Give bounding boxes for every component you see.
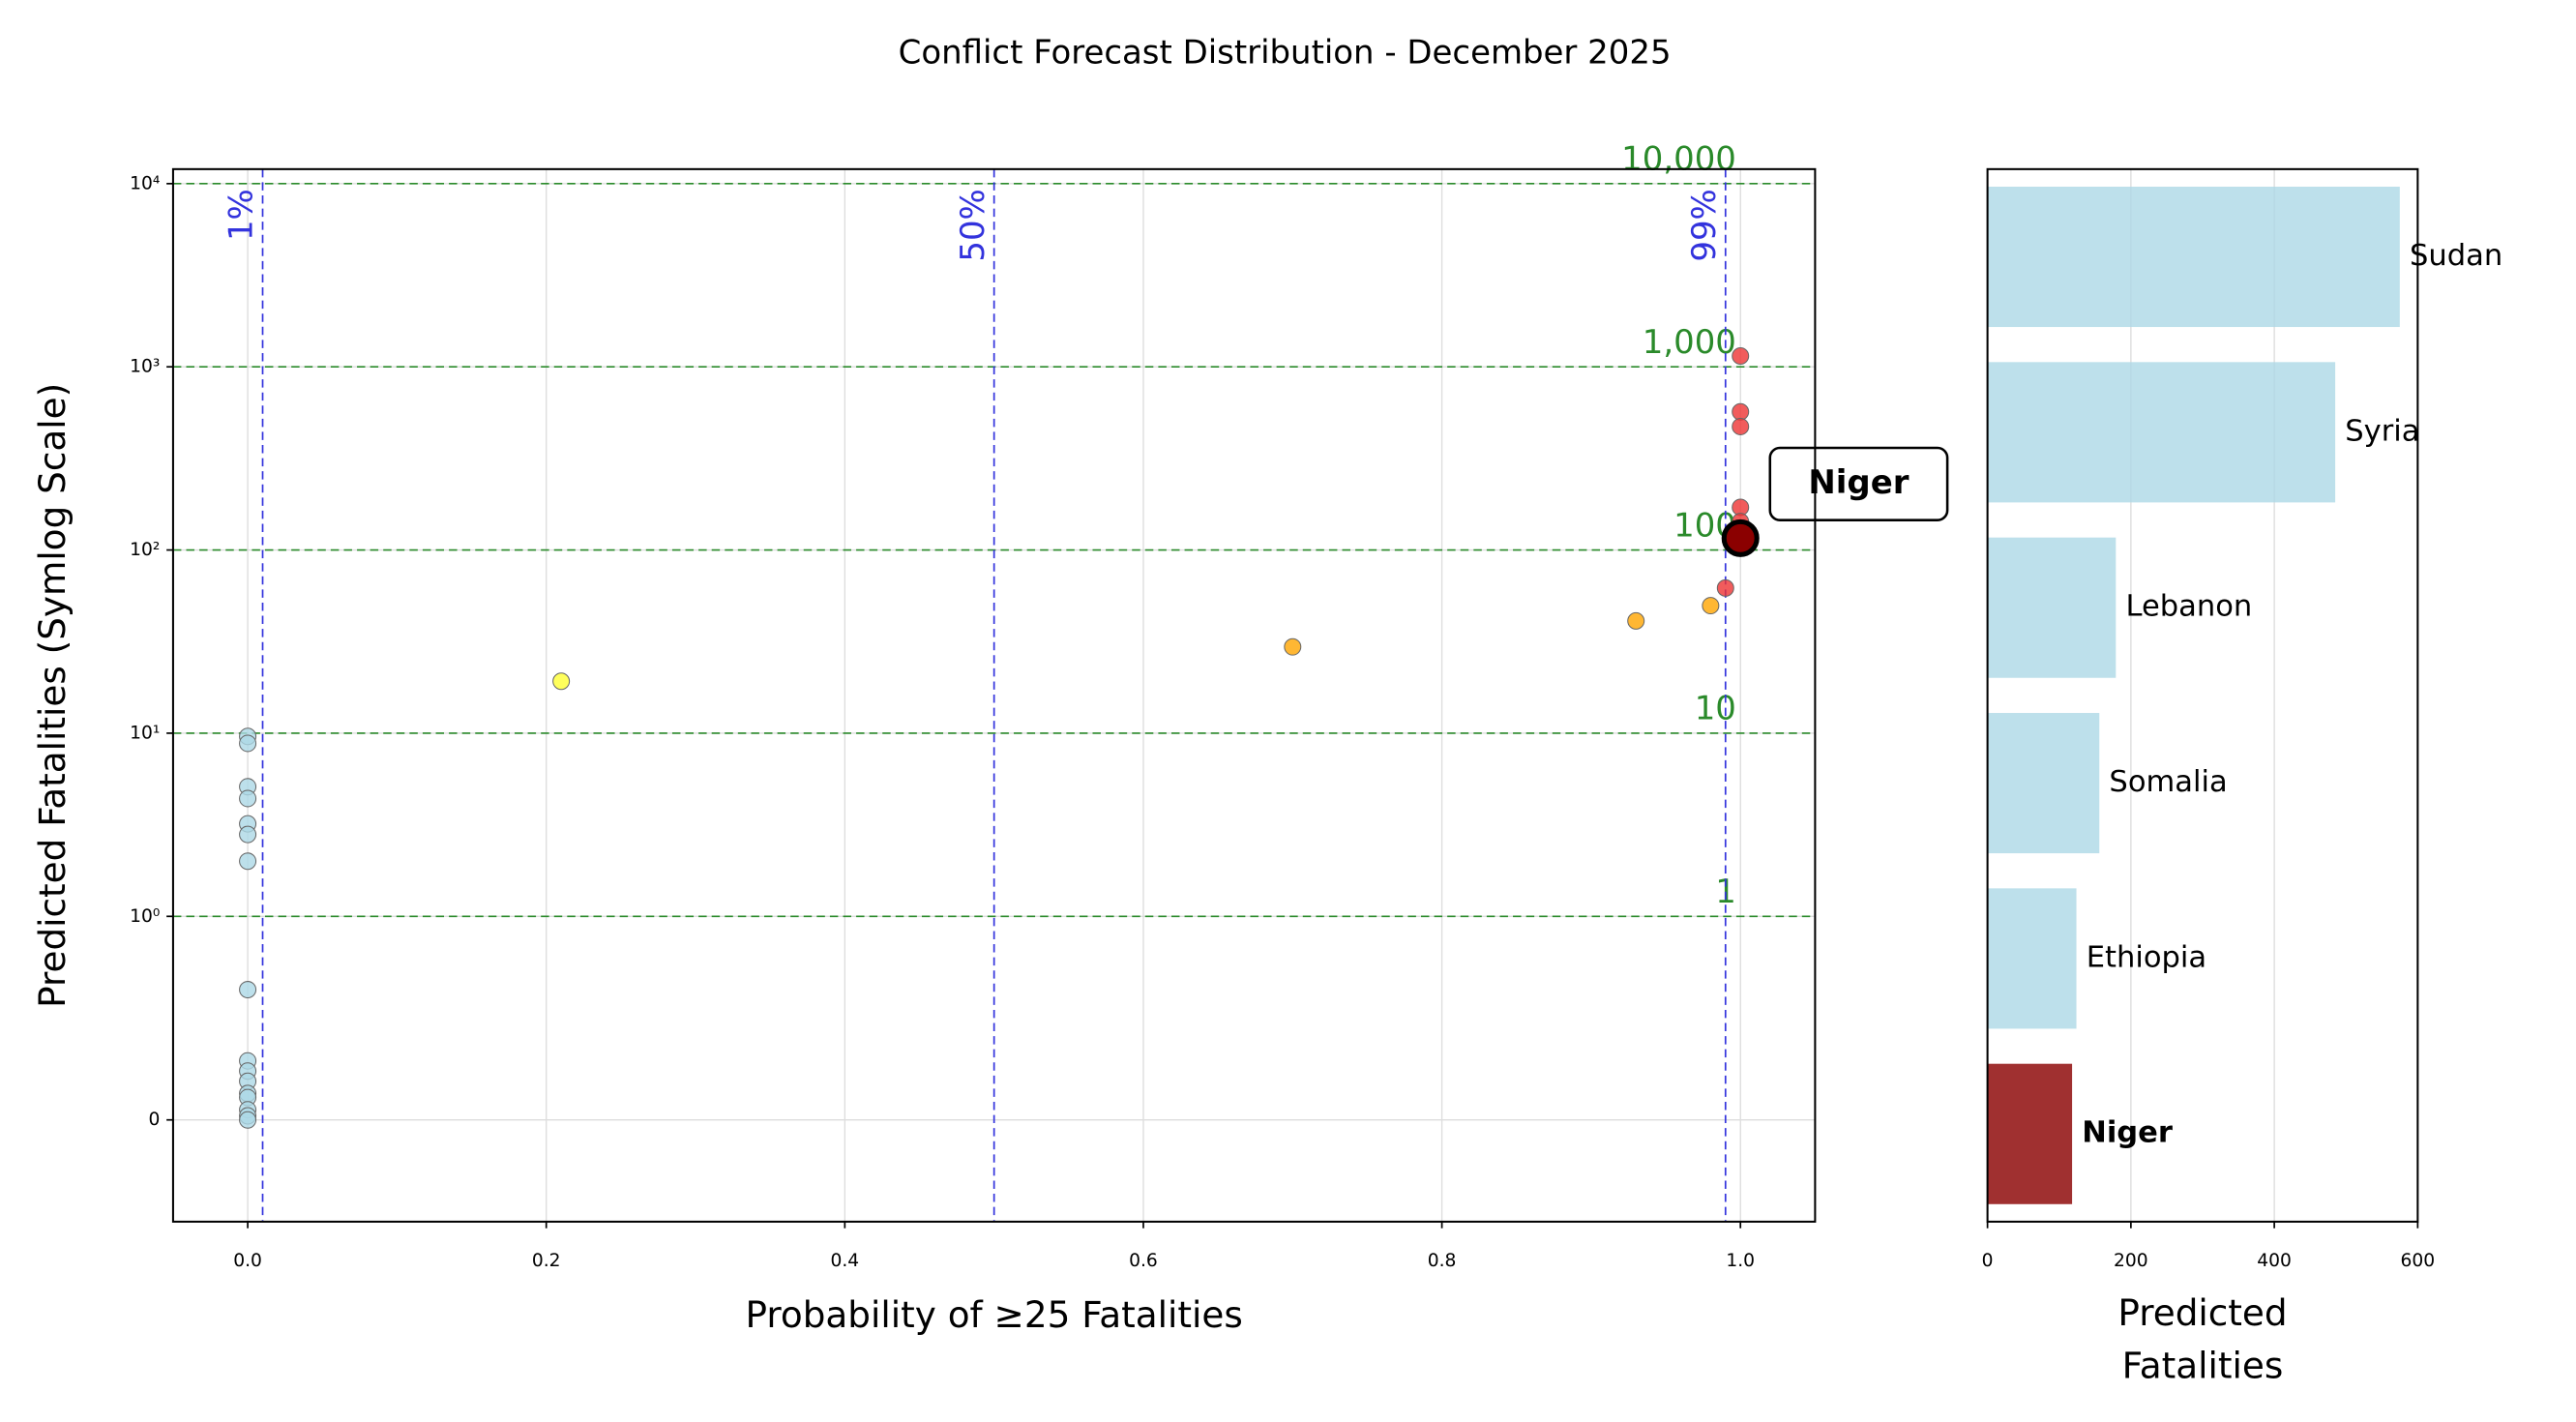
bar-label: Sudan <box>2410 239 2502 273</box>
reference-label: 1,000 <box>1643 323 1736 362</box>
reference-label: 50% <box>954 189 992 261</box>
y-tick-label: 10² <box>130 540 160 560</box>
point <box>1732 417 1750 435</box>
y-tick-label: 0 <box>148 1110 160 1130</box>
plot-frame <box>1986 167 2419 1223</box>
x-tick-label: 0.8 <box>1428 1251 1457 1271</box>
point <box>1732 346 1750 365</box>
x-axis-label: Predicted <box>2117 1291 2287 1334</box>
x-tick-label: 0 <box>1982 1251 1994 1271</box>
chart-title: Conflict Forecast Distribution - Decembe… <box>899 34 1672 73</box>
bar-label: Niger <box>2082 1116 2173 1150</box>
y-tick-label: 10¹ <box>130 723 160 743</box>
y-tick-label: 10³ <box>130 357 160 377</box>
x-axis-label: Fatalities <box>2122 1344 2284 1386</box>
x-tick-label: 0.2 <box>532 1251 561 1271</box>
point <box>239 852 257 871</box>
point <box>1732 402 1750 421</box>
reference-label: 10,000 <box>1621 140 1736 179</box>
point <box>239 734 257 753</box>
reference-label: 10 <box>1695 690 1736 728</box>
y-tick-label: 10⁰ <box>130 906 160 927</box>
bar <box>1987 713 2100 854</box>
point <box>239 825 257 844</box>
reference-label: 1% <box>222 189 261 241</box>
x-tick-label: 200 <box>2114 1251 2148 1271</box>
annotation: Niger <box>1808 463 1909 502</box>
bar-label: Somalia <box>2109 765 2227 799</box>
point <box>239 789 257 808</box>
bar-label: Syria <box>2345 414 2419 448</box>
y-axis-label: Predicted Fatalities (Symlog Scale) <box>31 383 74 1008</box>
bar <box>1987 186 2400 328</box>
highlight-point <box>1721 518 1760 557</box>
bar <box>1987 537 2117 678</box>
bar-label: Ethiopia <box>2087 940 2206 974</box>
point <box>1627 611 1645 630</box>
bar <box>1987 888 2077 1029</box>
point <box>1702 597 1720 615</box>
x-tick-label: 0.0 <box>233 1251 262 1271</box>
bar-label: Lebanon <box>2125 590 2252 624</box>
x-tick-label: 1.0 <box>1726 1251 1755 1271</box>
y-tick-label: 10⁴ <box>130 173 160 193</box>
x-tick-label: 0.4 <box>831 1251 860 1271</box>
point <box>552 672 571 691</box>
point <box>239 981 257 999</box>
reference-label: 99% <box>1685 189 1724 261</box>
bar <box>1987 1063 2073 1204</box>
x-tick-label: 600 <box>2401 1251 2436 1271</box>
bar <box>1987 362 2336 503</box>
point <box>1284 637 1302 656</box>
x-axis-label: Probability of ≥25 Fatalities <box>746 1293 1243 1336</box>
point <box>1716 578 1734 597</box>
plot-frame <box>171 167 1817 1223</box>
x-tick-label: 0.6 <box>1129 1251 1158 1271</box>
x-tick-label: 400 <box>2257 1251 2292 1271</box>
point <box>239 1111 257 1129</box>
